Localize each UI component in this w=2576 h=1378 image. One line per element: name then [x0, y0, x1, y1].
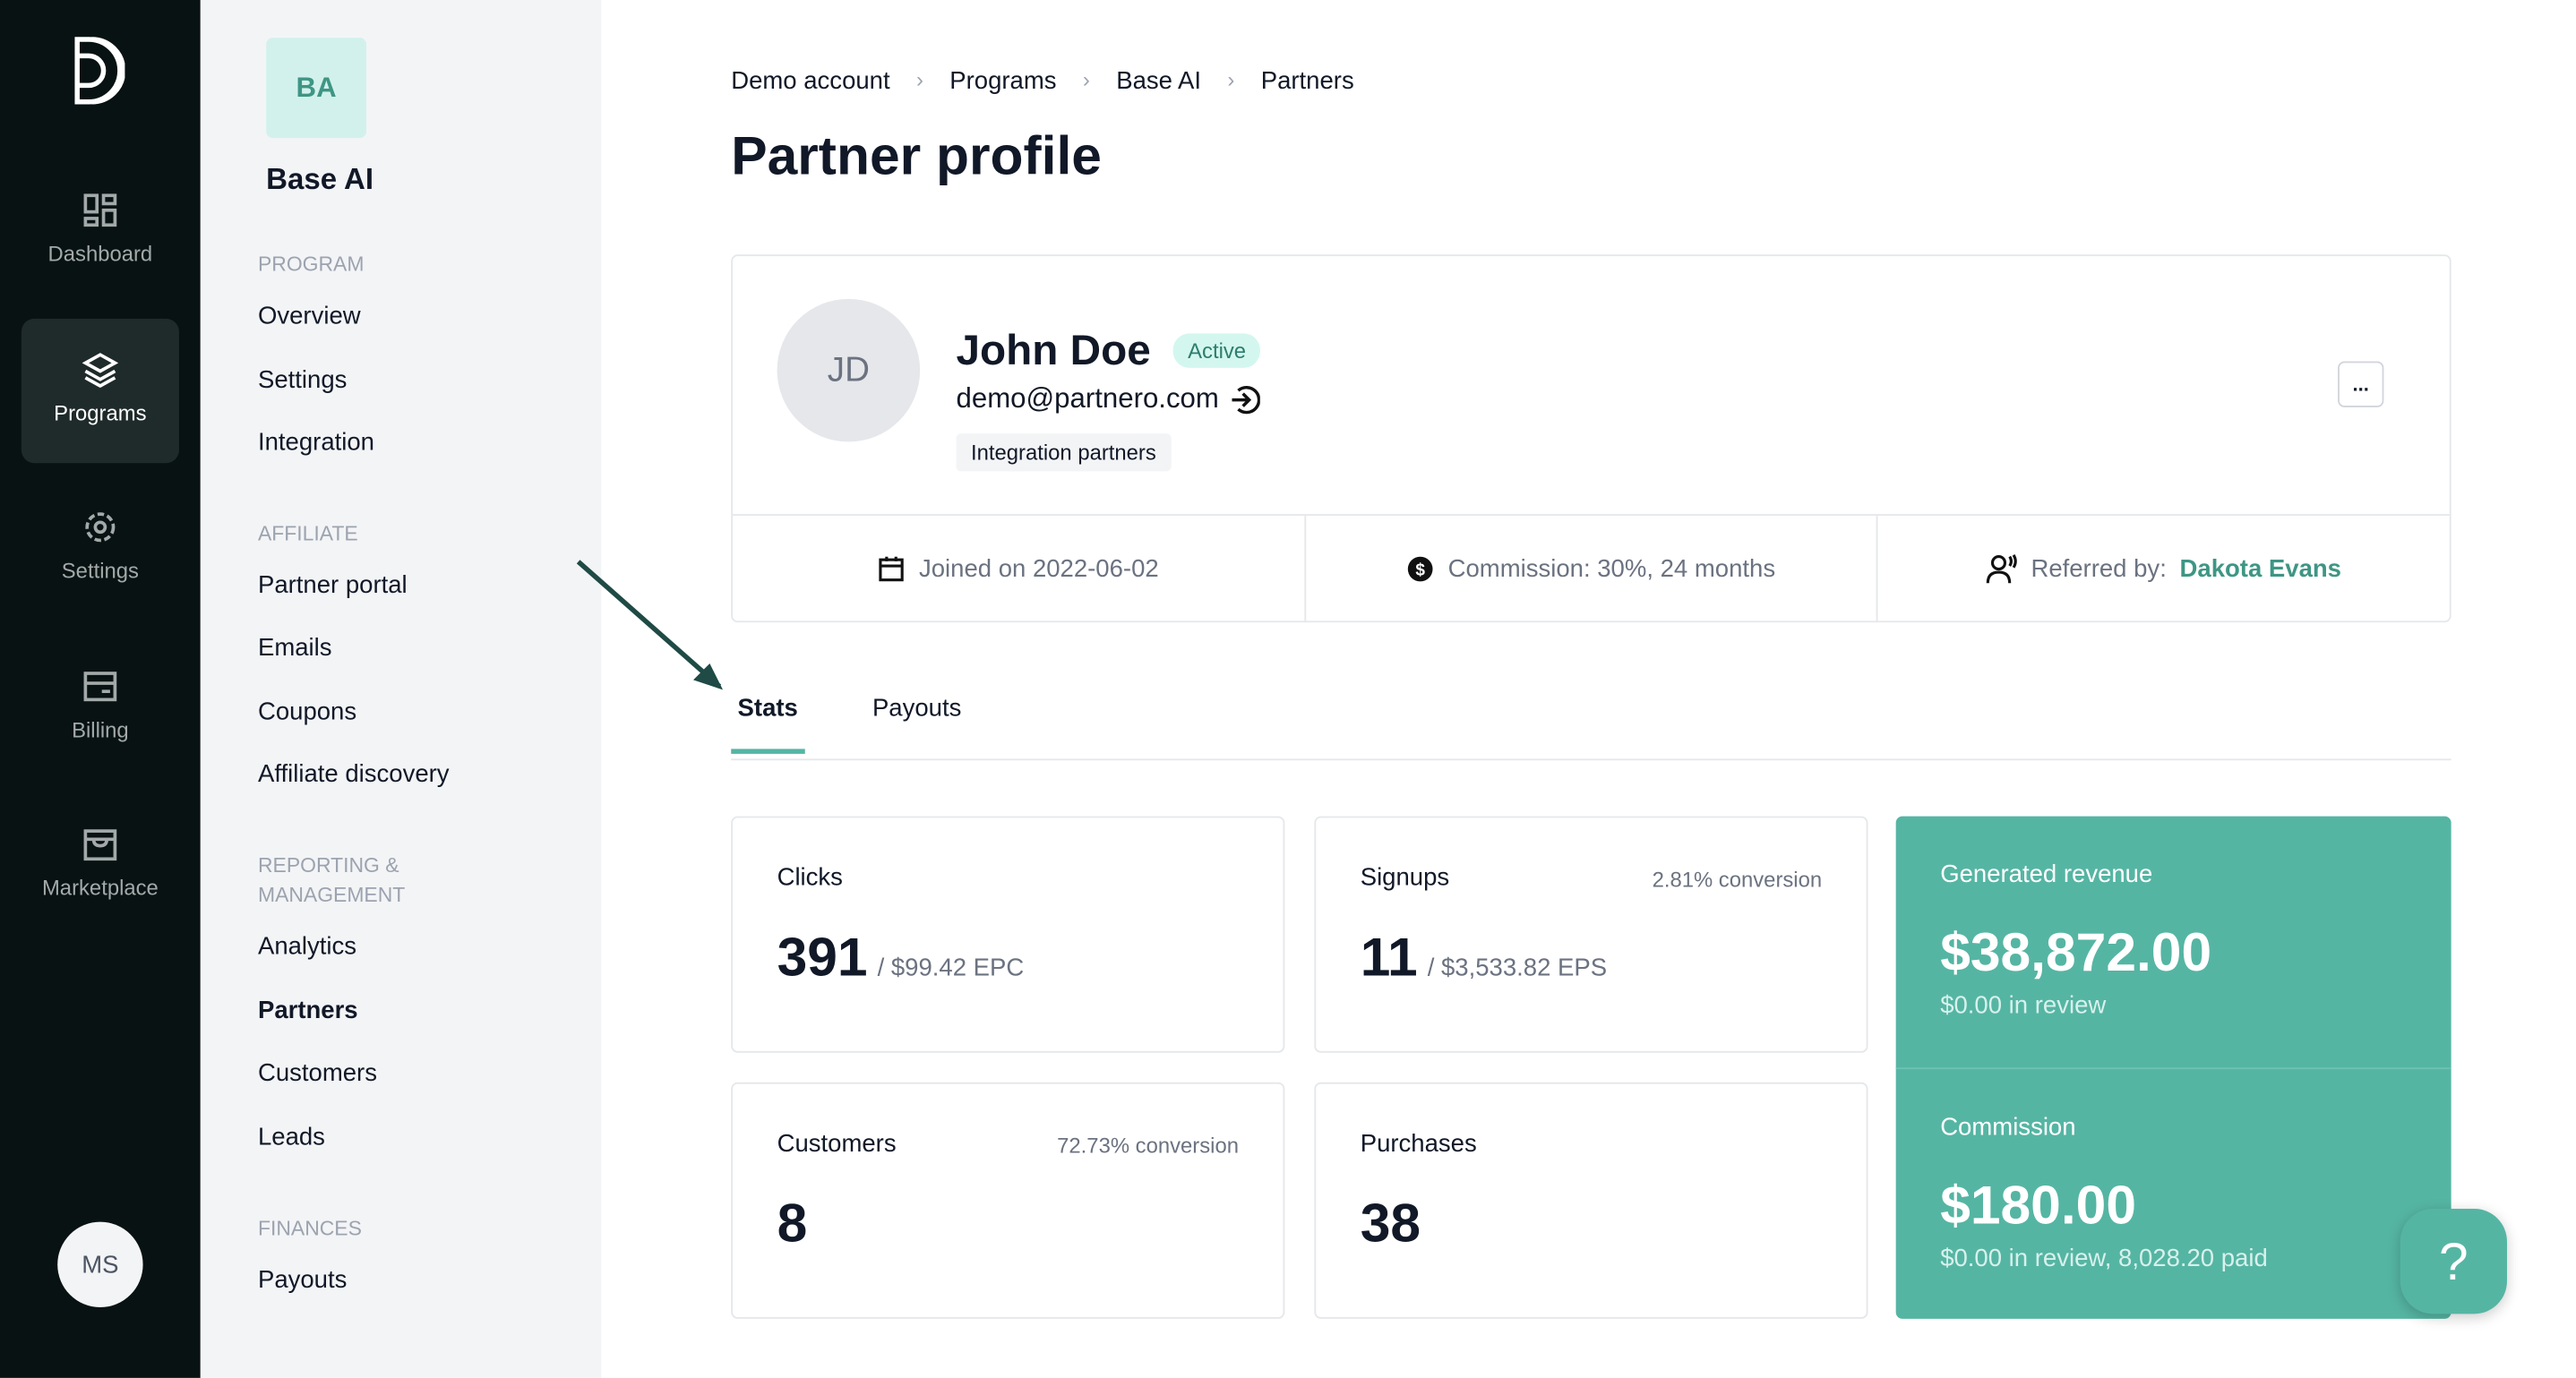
stat-clicks: Clicks 391 / $99.42 EPC — [731, 816, 1285, 1053]
stat-conversion: 72.73% conversion — [1057, 1133, 1239, 1159]
nav-leads[interactable]: Leads — [257, 1123, 325, 1151]
stat-value: 8 — [777, 1192, 808, 1254]
stat-signups: Signups 2.81% conversion 11 / $3,533.82 E… — [1314, 816, 1868, 1053]
nav-coupons[interactable]: Coupons — [257, 698, 357, 726]
program-name: Base AI — [266, 162, 374, 196]
user-avatar[interactable]: MS — [57, 1221, 143, 1308]
breadcrumb: Demo account › Programs › Base AI › Partner… — [731, 67, 1354, 96]
stat-value: 38 — [1360, 1192, 1421, 1254]
stat-value-wrap: 11 / $3,533.82 EPS — [1361, 926, 1607, 989]
help-button[interactable]: ? — [2400, 1208, 2507, 1314]
partnero-logo[interactable] — [73, 36, 125, 105]
nav-partner-portal[interactable]: Partner portal — [257, 571, 408, 600]
nav-affiliate-discovery[interactable]: Affiliate discovery — [257, 760, 450, 789]
email-text: demo@partnero.com — [956, 382, 1219, 415]
gear-icon — [85, 512, 116, 543]
nav-customers[interactable]: Customers — [257, 1059, 378, 1088]
breadcrumb-item[interactable]: Base AI — [1116, 67, 1202, 96]
stat-label: Signups — [1360, 863, 1450, 892]
stat-value: 391 — [777, 926, 868, 988]
revenue-panel: Generated revenue $38,872.00 $0.00 in re… — [1895, 816, 2451, 1320]
program-sidebar: BA Base AI PROGRAM Overview Settings Int… — [200, 0, 602, 1378]
nav-payouts[interactable]: Payouts — [257, 1266, 348, 1295]
layers-icon — [82, 353, 119, 388]
dashboard-icon — [83, 193, 117, 227]
breadcrumb-item: Partners — [1260, 67, 1354, 96]
partner-meta: Joined on 2022-06-02 $ Commission: 30%, … — [733, 514, 2450, 623]
stat-customers: Customers 72.73% conversion 8 — [731, 1082, 1285, 1319]
page-title: Partner profile — [731, 124, 1102, 186]
status-badge: Active — [1172, 333, 1261, 368]
pointer-arrow-icon — [576, 560, 724, 690]
breadcrumb-item[interactable]: Demo account — [731, 67, 890, 96]
section-reporting: REPORTING & MANAGEMENT — [257, 853, 406, 907]
stat-value: $38,872.00 — [1940, 920, 2212, 982]
stat-conversion: 2.81% conversion — [1652, 867, 1823, 892]
stat-value: 11 — [1360, 926, 1418, 988]
user-voice-icon — [1987, 554, 2018, 584]
generated-revenue: Generated revenue $38,872.00 $0.00 in re… — [1896, 817, 2451, 1068]
rail-item-settings[interactable]: Settings — [21, 476, 179, 621]
rail-label: Marketplace — [41, 875, 159, 901]
rail-label: Programs — [54, 400, 147, 426]
nav-emails[interactable]: Emails — [257, 634, 332, 663]
more-button[interactable]: ... — [2338, 361, 2384, 407]
stat-label: Commission — [1940, 1113, 2076, 1142]
stat-label: Generated revenue — [1940, 860, 2153, 889]
svg-text:$: $ — [1416, 561, 1426, 579]
stat-value: $180.00 — [1940, 1174, 2137, 1236]
program-avatar: BA — [266, 38, 367, 139]
nav-overview[interactable]: Overview — [257, 302, 361, 330]
app-rail: Dashboard Programs Settings Billing Mark… — [0, 0, 201, 1378]
rail-label: Settings — [61, 558, 139, 584]
rail-label: Billing — [72, 717, 129, 743]
rail-item-billing[interactable]: Billing — [21, 636, 179, 780]
calendar-icon — [880, 556, 905, 582]
breadcrumb-item[interactable]: Programs — [949, 67, 1057, 96]
section-finances: FINANCES — [257, 1217, 362, 1240]
profile-tabs: Stats Payouts — [731, 673, 2451, 761]
referred-cell: Referred by: Dakota Evans — [1878, 516, 2450, 622]
partner-name: John Doe — [956, 325, 1151, 375]
nav-analytics[interactable]: Analytics — [257, 932, 357, 962]
joined-date: Joined on 2022-06-02 — [918, 554, 1159, 584]
login-as-icon[interactable] — [1229, 383, 1260, 415]
stat-sub: $0.00 in review — [1940, 991, 2107, 1021]
rail-label: Dashboard — [47, 241, 153, 267]
stat-label: Customers — [777, 1129, 897, 1159]
store-icon — [83, 829, 117, 861]
stat-sub: / $99.42 EPC — [877, 954, 1025, 982]
stat-purchases: Purchases 38 — [1314, 1082, 1868, 1319]
stat-label: Clicks — [777, 863, 843, 892]
joined-cell: Joined on 2022-06-02 — [733, 515, 1306, 623]
referred-label: Referred by: — [2031, 554, 2167, 584]
commission-total: Commission $180.00 $0.00 in review, 8,02… — [1895, 1067, 2451, 1320]
partner-tag[interactable]: Integration partners — [956, 433, 1172, 472]
dollar-circle-icon: $ — [1408, 556, 1434, 582]
tab-payouts[interactable]: Payouts — [872, 694, 962, 723]
rail-item-programs[interactable]: Programs — [21, 318, 179, 464]
stat-value-wrap: 391 / $99.42 EPC — [777, 926, 1025, 989]
partner-card: JD John Doe Active demo@partnero.com Int… — [731, 254, 2451, 623]
billing-icon — [83, 672, 117, 702]
nav-integration[interactable]: Integration — [257, 428, 374, 457]
rail-item-dashboard[interactable]: Dashboard — [21, 159, 179, 304]
tab-stats[interactable]: Stats — [731, 695, 805, 754]
rail-item-marketplace[interactable]: Marketplace — [21, 793, 179, 937]
partner-email: demo@partnero.com — [957, 382, 1260, 415]
partner-avatar: JD — [777, 298, 921, 442]
section-program: PROGRAM — [257, 252, 365, 277]
stat-sub: $0.00 in review, 8,028.20 paid — [1940, 1245, 2268, 1273]
stat-label: Purchases — [1360, 1129, 1477, 1159]
nav-settings[interactable]: Settings — [257, 366, 348, 395]
section-affiliate: AFFILIATE — [257, 522, 358, 545]
commission-cell: $ Commission: 30%, 24 months — [1306, 515, 1879, 623]
nav-partners[interactable]: Partners — [257, 997, 358, 1025]
commission-terms: Commission: 30%, 24 months — [1447, 554, 1776, 584]
referrer-link[interactable]: Dakota Evans — [2179, 554, 2341, 584]
stat-sub: / $3,533.82 EPS — [1427, 954, 1608, 982]
